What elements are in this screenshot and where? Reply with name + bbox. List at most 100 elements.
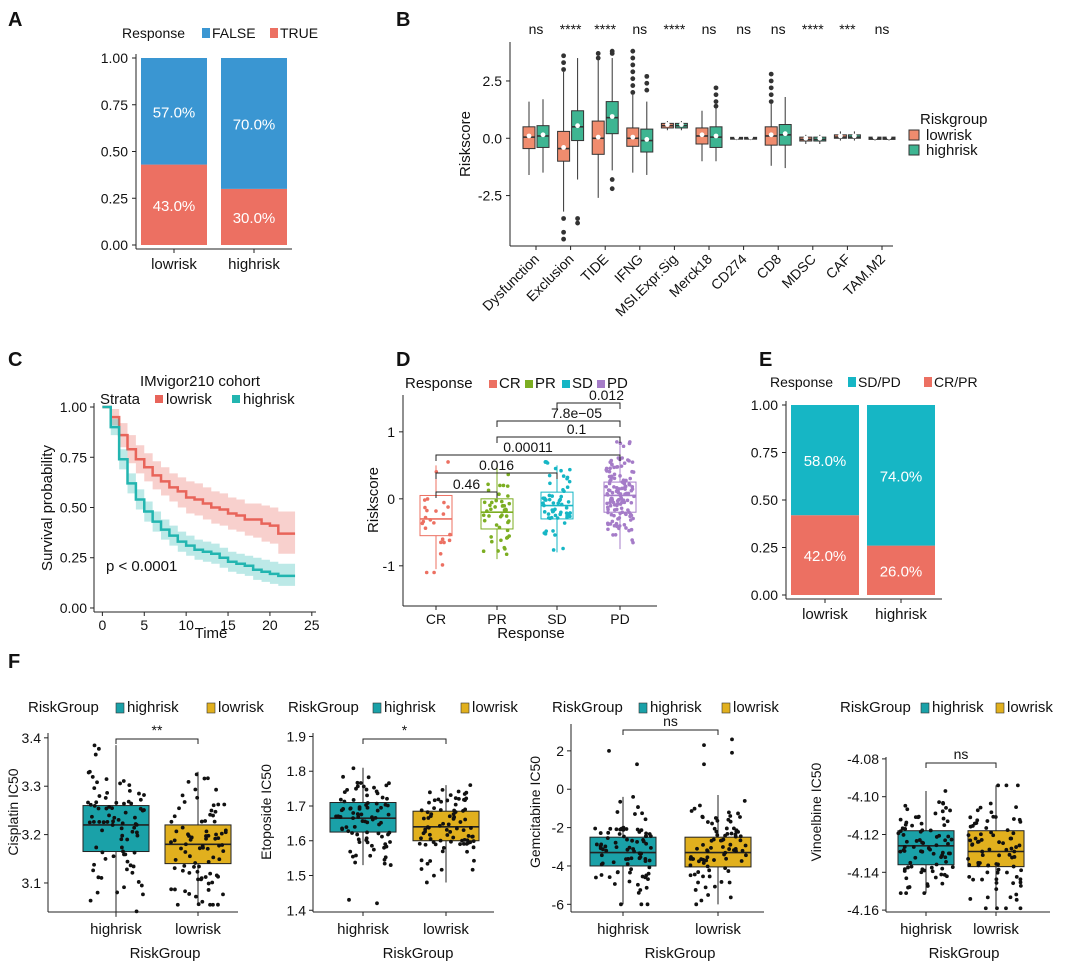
data-point-pd	[629, 527, 634, 532]
outlier-point	[768, 85, 774, 91]
data-point-lowrisk	[985, 819, 990, 823]
data-label: 30.0%	[233, 210, 276, 227]
y-tick-label: -4.10	[847, 789, 879, 805]
data-point-lowrisk	[458, 820, 463, 824]
data-point-lowrisk	[724, 826, 729, 831]
bar-highrisk-cr-pr	[867, 545, 935, 595]
data-point-lowrisk	[468, 840, 473, 845]
data-point-pd	[630, 460, 635, 464]
data-point-highrisk	[903, 803, 908, 808]
data-point-pd	[610, 498, 615, 502]
y-tick-label: -6	[552, 896, 565, 912]
data-point-sd	[559, 468, 563, 473]
data-point-highrisk	[647, 865, 652, 870]
data-point-lowrisk	[213, 836, 218, 841]
outlier-point	[730, 737, 734, 742]
data-point-pd	[629, 513, 634, 518]
data-point-highrisk	[92, 743, 97, 748]
data-point-highrisk	[898, 891, 903, 895]
data-point-highrisk	[372, 785, 376, 790]
mean-marker	[699, 132, 705, 138]
data-point-lowrisk	[729, 831, 734, 836]
data-point-highrisk	[614, 827, 619, 832]
data-point-lowrisk	[1014, 845, 1018, 849]
data-point-sd	[543, 532, 548, 536]
mean-marker	[886, 134, 892, 140]
data-point-highrisk	[593, 826, 598, 831]
data-point-lowrisk	[968, 838, 973, 843]
comparison-bracket	[496, 436, 621, 443]
data-point-pr	[485, 509, 489, 513]
mean-marker	[609, 114, 615, 119]
x-tick-label: TIDE	[577, 251, 611, 285]
panel-label-f: F	[8, 651, 20, 673]
data-point-highrisk	[644, 885, 649, 890]
data-point-highrisk	[385, 803, 390, 808]
data-point-pr	[507, 501, 512, 506]
x-tick-label: highrisk	[597, 921, 649, 938]
y-axis-title: Riskscore	[457, 111, 474, 177]
legend-key-lowrisk	[908, 129, 920, 141]
data-point-sd	[564, 511, 569, 515]
data-point-highrisk	[350, 831, 354, 835]
x-axis-title: RiskGroup	[130, 945, 201, 962]
data-point-pd	[607, 474, 612, 479]
legend-key-true	[270, 28, 278, 38]
data-point-lowrisk	[219, 831, 224, 836]
data-point-pd	[619, 464, 624, 468]
data-point-highrisk	[941, 800, 945, 805]
data-point-highrisk	[121, 779, 126, 783]
data-point-highrisk	[123, 852, 128, 857]
significance-label: **	[152, 722, 163, 738]
data-point-lowrisk	[975, 808, 980, 813]
data-point-lowrisk	[742, 799, 747, 803]
outlier-point	[713, 85, 719, 91]
data-point-highrisk	[368, 853, 373, 858]
outlier-point	[630, 83, 636, 88]
data-point-lowrisk	[731, 826, 736, 831]
data-point-sd	[549, 515, 554, 520]
data-point-lowrisk	[995, 906, 999, 911]
data-point-sd	[557, 498, 562, 503]
data-point-lowrisk	[448, 793, 453, 798]
data-point-highrisk	[373, 815, 378, 820]
data-point-highrisk	[340, 827, 345, 832]
data-point-lowrisk	[985, 870, 990, 875]
data-point-lowrisk	[734, 829, 739, 834]
data-point-lowrisk	[441, 845, 446, 850]
data-point-lowrisk	[187, 892, 192, 896]
legend-title: RiskGroup	[552, 699, 623, 716]
data-point-highrisk	[905, 807, 910, 812]
data-point-lowrisk	[221, 849, 226, 854]
data-point-highrisk	[640, 874, 645, 879]
data-point-highrisk	[928, 828, 933, 833]
outlier-point	[630, 48, 636, 54]
data-point-highrisk	[116, 817, 121, 822]
comparison-p-value: 0.1	[567, 421, 587, 437]
data-point-highrisk	[105, 791, 110, 795]
data-point-lowrisk	[743, 843, 748, 848]
data-point-pd	[610, 519, 615, 524]
legend-title: Riskgroup	[920, 111, 988, 128]
outlier-point	[609, 177, 615, 182]
data-point-highrisk	[930, 869, 935, 874]
y-tick-label: 0.75	[751, 445, 778, 461]
data-point-lowrisk	[440, 849, 445, 854]
data-point-pd	[615, 503, 619, 508]
data-point-lowrisk	[463, 817, 468, 822]
data-point-highrisk	[133, 822, 138, 826]
data-point-pd	[629, 500, 634, 505]
data-point-highrisk	[934, 843, 939, 848]
data-point-highrisk	[356, 837, 361, 842]
data-point-highrisk	[342, 799, 347, 804]
data-point-sd	[559, 494, 564, 499]
legend-label: PD	[607, 375, 628, 392]
data-point-highrisk	[948, 808, 952, 813]
data-point-lowrisk	[689, 809, 694, 813]
data-point-lowrisk	[202, 776, 207, 781]
data-point-highrisk	[95, 780, 99, 785]
data-point-highrisk	[627, 879, 632, 884]
data-point-highrisk	[100, 828, 104, 833]
data-point-sd	[541, 501, 545, 506]
data-point-highrisk	[96, 746, 101, 751]
